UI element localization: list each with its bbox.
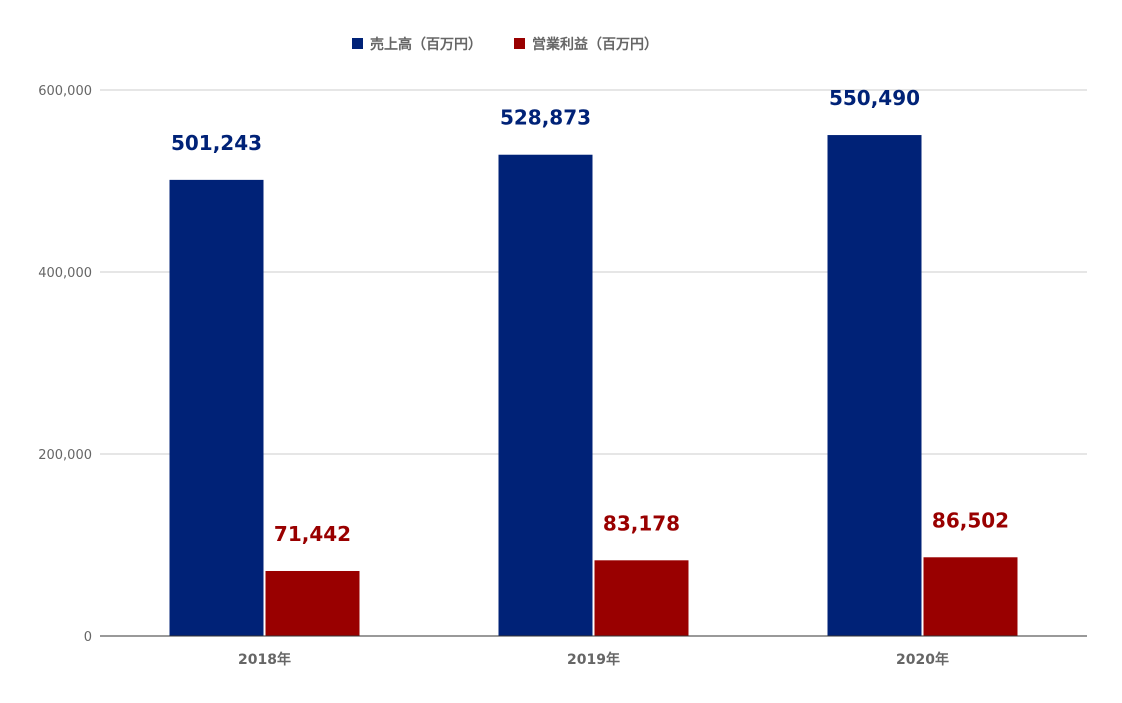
data-label: 501,243 [171,131,262,155]
gridlines [100,89,1087,455]
data-label: 71,442 [274,522,351,546]
legend-swatch [514,38,525,49]
data-label: 83,178 [603,511,680,535]
legend-label: 売上高（百万円） [370,36,482,53]
bar-series-0-2019年 [498,154,593,636]
bar-series-0-2020年 [827,135,922,637]
x-tick-label: 2019年 [567,651,620,668]
data-label: 86,502 [932,508,1009,532]
bar-series-1-2020年 [923,557,1018,636]
bar-series-1-2019年 [594,560,689,636]
x-tick-label: 2020年 [896,651,949,668]
y-tick-label: 200,000 [38,448,92,463]
y-axis-ticks: 0 200,000 400,000 600,000 [38,84,92,645]
y-tick-label: 400,000 [38,266,92,281]
bar-series-0-2018年 [169,179,264,636]
data-label: 528,873 [500,106,591,130]
data-label: 550,490 [829,86,920,110]
y-tick-label: 0 [84,630,92,645]
bar-series-1-2018年 [265,570,360,636]
x-axis-ticks: 2018年 2019年 2020年 [238,651,949,668]
bars [169,135,1018,637]
legend-swatch [352,38,363,49]
x-tick-label: 2018年 [238,651,291,668]
y-tick-label: 600,000 [38,84,92,99]
data-labels: 501,243 71,442 528,873 83,178 550,490 86,502 [171,86,1009,546]
legend-label: 営業利益（百万円） [532,36,658,53]
legend: 売上高（百万円） 営業利益（百万円） [352,36,658,53]
